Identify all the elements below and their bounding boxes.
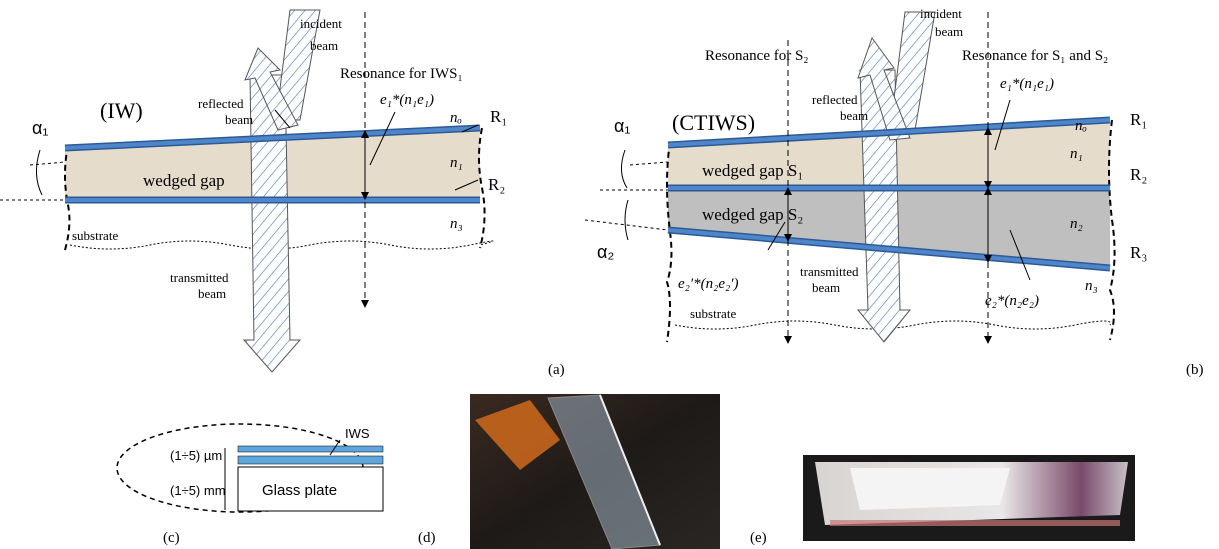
- shape: [30, 162, 65, 165]
- text: (e): [750, 530, 767, 546]
- text: beam: [840, 108, 868, 123]
- text: (1÷5) mm: [170, 483, 226, 498]
- panel-e: (e): [750, 455, 1135, 546]
- panel-b: incident beam Resonance for S₂ Resonance…: [585, 6, 1204, 378]
- text: reflected: [198, 96, 244, 111]
- text: (1÷5) µm: [170, 448, 222, 463]
- text: n₃: [450, 216, 463, 232]
- text: Resonance for S₁ and S₂: [962, 48, 1108, 64]
- text: Resonance for S₂: [705, 48, 809, 64]
- text: nₒ: [450, 110, 462, 126]
- text: beam: [225, 112, 253, 127]
- text: wedged gap: [143, 171, 225, 190]
- text: beam: [812, 280, 840, 295]
- text: incident: [920, 6, 962, 21]
- text: e₁*(n₁e₁): [380, 92, 434, 108]
- text: α₂: [597, 242, 614, 262]
- shape: [238, 446, 383, 452]
- panel-d: (d): [418, 394, 720, 549]
- text: transmitted: [800, 264, 859, 279]
- text: R₂: [488, 175, 505, 194]
- text: incident: [300, 16, 342, 31]
- text: Glass plate: [262, 482, 337, 499]
- text: (b): [1186, 362, 1204, 378]
- text: substrate: [72, 228, 118, 243]
- text: (d): [418, 530, 436, 546]
- shape: [621, 150, 627, 188]
- shape: [850, 468, 1010, 510]
- text: α₁: [614, 116, 630, 136]
- text: n₁: [1070, 146, 1083, 162]
- text: beam: [935, 24, 963, 39]
- text: R₂: [1130, 165, 1147, 184]
- text: e₂*(n₂e₂): [985, 293, 1039, 309]
- text: IWS: [345, 426, 370, 441]
- text: n₃: [1085, 278, 1098, 294]
- text: e₂′*(n₂e₂′): [678, 276, 739, 292]
- text: (IW): [100, 98, 143, 123]
- text: wedged gap S₂: [702, 205, 803, 224]
- shape: [625, 200, 628, 240]
- text: beam: [198, 286, 226, 301]
- shape: [830, 520, 1120, 526]
- panel-c: IWS (1÷5) µm (1÷5) mm Glass plate (c): [117, 424, 383, 546]
- shape: [630, 162, 668, 165]
- shape: [585, 220, 668, 230]
- shape: [238, 456, 383, 464]
- text: (c): [163, 530, 180, 546]
- text: (CTIWS): [672, 110, 755, 135]
- text: substrate: [690, 306, 736, 321]
- text: Resonance for IWS₁: [340, 66, 463, 82]
- text: R₁: [1130, 110, 1147, 129]
- figure: incident beam Resonance for IWS₁ e₁*(n₁e…: [0, 0, 1219, 549]
- text: beam: [310, 38, 338, 53]
- text: α₁: [32, 118, 48, 138]
- shape: [36, 150, 42, 195]
- text: wedged gap S₁: [702, 161, 803, 180]
- text: n₂: [1070, 216, 1083, 232]
- text: nₒ: [1075, 118, 1087, 134]
- text: R₁: [490, 107, 507, 126]
- text: transmitted: [170, 270, 229, 285]
- text: R₃: [1130, 243, 1147, 262]
- text: n₁: [450, 155, 463, 171]
- text: e₁*(n₁e₁): [1000, 76, 1054, 92]
- text: reflected: [812, 92, 858, 107]
- panel-a: incident beam Resonance for IWS₁ e₁*(n₁e…: [0, 10, 565, 378]
- text: (a): [548, 362, 565, 378]
